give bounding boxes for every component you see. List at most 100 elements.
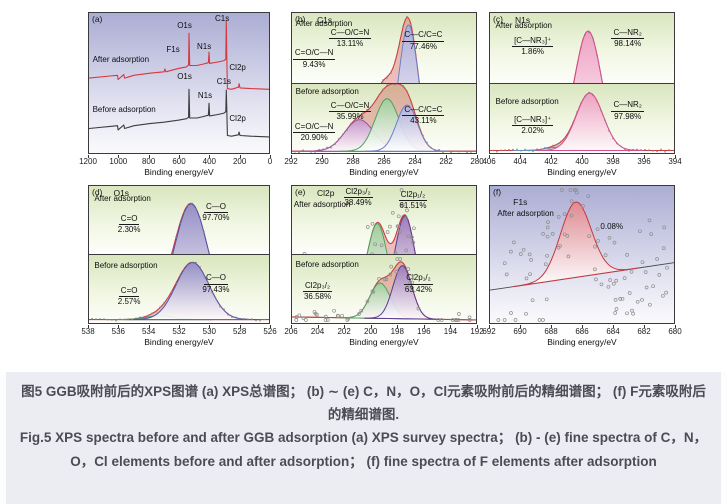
curve-label: 0.08% bbox=[600, 222, 623, 232]
tick-label: 192 bbox=[470, 327, 484, 336]
x-axis-ticks: 206 204 202 200 198 196 194 192 bbox=[284, 325, 484, 336]
subpanel-before: Before adsorption Cl2p₃/₂ 36.58% Cl2p₁/₂ 63.… bbox=[292, 254, 476, 323]
tick-mark bbox=[322, 155, 323, 158]
annotation-text: C—O bbox=[203, 273, 228, 285]
x-axis-ticks: 692 690 688 686 684 682 680 bbox=[482, 325, 682, 336]
tick-label: 532 bbox=[172, 327, 186, 336]
annotation-text: Cl2p₁/₂ bbox=[404, 273, 433, 285]
tick-label: 194 bbox=[443, 327, 458, 336]
curve-label: N1s bbox=[198, 91, 212, 101]
tick-label: 200 bbox=[364, 327, 378, 336]
annotation-text: [C—NR₃]⁺ bbox=[512, 36, 554, 48]
tick-label: 406 bbox=[482, 157, 496, 166]
peak-annotation: C—O 97.70% bbox=[202, 202, 229, 224]
spectrum-svg bbox=[292, 83, 476, 153]
tick-mark bbox=[551, 155, 552, 158]
tick-mark bbox=[270, 325, 271, 328]
tick-label: 196 bbox=[417, 327, 431, 336]
curve-label: N1s bbox=[197, 42, 211, 52]
annotation-text: Cl2p bbox=[229, 113, 246, 123]
peak-annotation: Cl2p₃/₂ 36.58% bbox=[303, 281, 333, 303]
tick-label: 692 bbox=[482, 327, 496, 336]
peak-annotation: Cl2p₁/₂ 63.42% bbox=[404, 273, 433, 295]
subpanel-after: After adsorption 0.08% bbox=[490, 186, 674, 323]
peak-annotation: [C—NR₃]⁺ 1.86% bbox=[512, 36, 554, 58]
peak-annotation: C—O/C=N 13.11% bbox=[328, 28, 372, 50]
plot-area: After adsorption 0.08% bbox=[489, 185, 675, 324]
tick-mark bbox=[239, 155, 241, 158]
curve-label: Cl2p bbox=[229, 114, 245, 124]
tick-mark bbox=[446, 155, 447, 158]
tick-mark bbox=[520, 155, 521, 158]
x-axis-label: Binding energy/eV bbox=[547, 167, 617, 177]
annotation-text: C=O bbox=[118, 286, 140, 297]
plot-area: After adsorption Cl2p₃/₂ 38.49% Cl2p₁/₂ 61.5… bbox=[291, 185, 477, 324]
peak-annotation: C=O 2.30% bbox=[118, 214, 141, 236]
tick-mark bbox=[291, 325, 292, 328]
x-axis-label: Binding energy/eV bbox=[349, 337, 419, 347]
tick-label: 688 bbox=[544, 327, 558, 336]
tick-mark bbox=[209, 325, 211, 328]
caption-en: Fig.5 XPS spectra before and after GGB a… bbox=[19, 430, 708, 469]
tick-label: 284 bbox=[408, 157, 422, 166]
tick-label: 404 bbox=[513, 157, 527, 166]
tick-mark bbox=[148, 325, 150, 328]
tick-label: 682 bbox=[637, 327, 651, 336]
annotation-text: After adsorption bbox=[92, 55, 150, 64]
annotation-text: 0.08% bbox=[600, 221, 624, 231]
tick-label: 1000 bbox=[109, 157, 128, 166]
curve-label: O1s bbox=[177, 21, 192, 31]
panel-title: Cl2p bbox=[317, 188, 335, 198]
tick-mark bbox=[344, 325, 346, 328]
series-name-label: Before adsorption bbox=[495, 96, 559, 106]
peak-annotation: Cl2p₃/₂ 38.49% bbox=[343, 187, 373, 209]
panel-title: F1s bbox=[513, 197, 528, 207]
tick-mark bbox=[239, 325, 241, 328]
tick-mark bbox=[613, 325, 614, 328]
tick-mark bbox=[397, 325, 399, 328]
peak-annotation: C—O/C=N 35.99% bbox=[328, 101, 372, 123]
spectrum-svg bbox=[89, 20, 269, 138]
panel-d-o1s: (d) O1s After adsorption C=O 2.30% C—O 97.70… bbox=[81, 185, 277, 347]
x-axis-label: Binding energy/eV bbox=[144, 167, 214, 177]
peak-annotation: [C—NR₃]⁺ 2.02% bbox=[512, 115, 554, 137]
tick-label: 538 bbox=[81, 327, 95, 336]
annotation-text: O1s bbox=[177, 21, 192, 31]
peak-annotation: C=O 2.57% bbox=[118, 286, 141, 308]
peak-annotation: Cl2p₁/₂ 61.51% bbox=[398, 190, 428, 212]
x-axis-ticks: 1200 1000 800 600 400 200 0 bbox=[79, 155, 272, 166]
peak-annotation: C=O/C—N 9.43% bbox=[292, 48, 336, 70]
series-name-label: After adsorption bbox=[495, 20, 552, 30]
tick-mark bbox=[384, 155, 385, 158]
subpanel-before: Before adsorption [C—NR₃]⁺ 2.02% C—NR₂ 97.98… bbox=[490, 82, 674, 153]
series-name-label: Before adsorption bbox=[94, 261, 158, 271]
annotation-percent: 2.30% bbox=[117, 225, 141, 235]
tick-label: 684 bbox=[606, 327, 620, 336]
curve-label: C1s bbox=[217, 77, 231, 87]
tick-label: 690 bbox=[513, 327, 527, 336]
tick-label: 680 bbox=[668, 327, 682, 336]
annotation-text: C=O/C—N bbox=[292, 122, 336, 134]
tick-mark bbox=[582, 325, 583, 328]
panel-e-cl2p: (e) Cl2p After adsorption Cl2p₃/₂ 38.49% Cl… bbox=[284, 185, 484, 347]
tick-mark bbox=[291, 155, 292, 158]
tick-mark bbox=[179, 325, 180, 328]
tick-mark bbox=[477, 155, 478, 158]
annotation-percent: 35.99% bbox=[336, 112, 364, 122]
plot-area: After adsorption C—O/C=N 13.11% C=O/C—N 9.43… bbox=[291, 12, 477, 154]
tick-label: 200 bbox=[232, 157, 247, 166]
annotation-percent: 43.11% bbox=[410, 116, 437, 126]
figure-caption: 图5 GGB吸附前后的XPS图谱 (a) XPS总谱图； (b) ∼ (e) C… bbox=[6, 372, 721, 504]
annotation-percent: 9.43% bbox=[302, 59, 326, 69]
curve-label: C1s bbox=[215, 14, 229, 24]
x-axis-ticks: 538 536 534 532 530 528 526 bbox=[81, 325, 277, 336]
tick-label: 286 bbox=[377, 157, 391, 166]
series-name-label: After adsorption bbox=[497, 209, 554, 219]
tick-label: 280 bbox=[470, 157, 484, 166]
tick-label: 398 bbox=[606, 157, 620, 166]
panel-title: O1s bbox=[113, 188, 130, 198]
tick-label: 394 bbox=[668, 157, 682, 166]
tick-label: 288 bbox=[346, 157, 360, 166]
tick-mark bbox=[520, 325, 521, 328]
curve-label: Before adsorption bbox=[93, 105, 156, 115]
